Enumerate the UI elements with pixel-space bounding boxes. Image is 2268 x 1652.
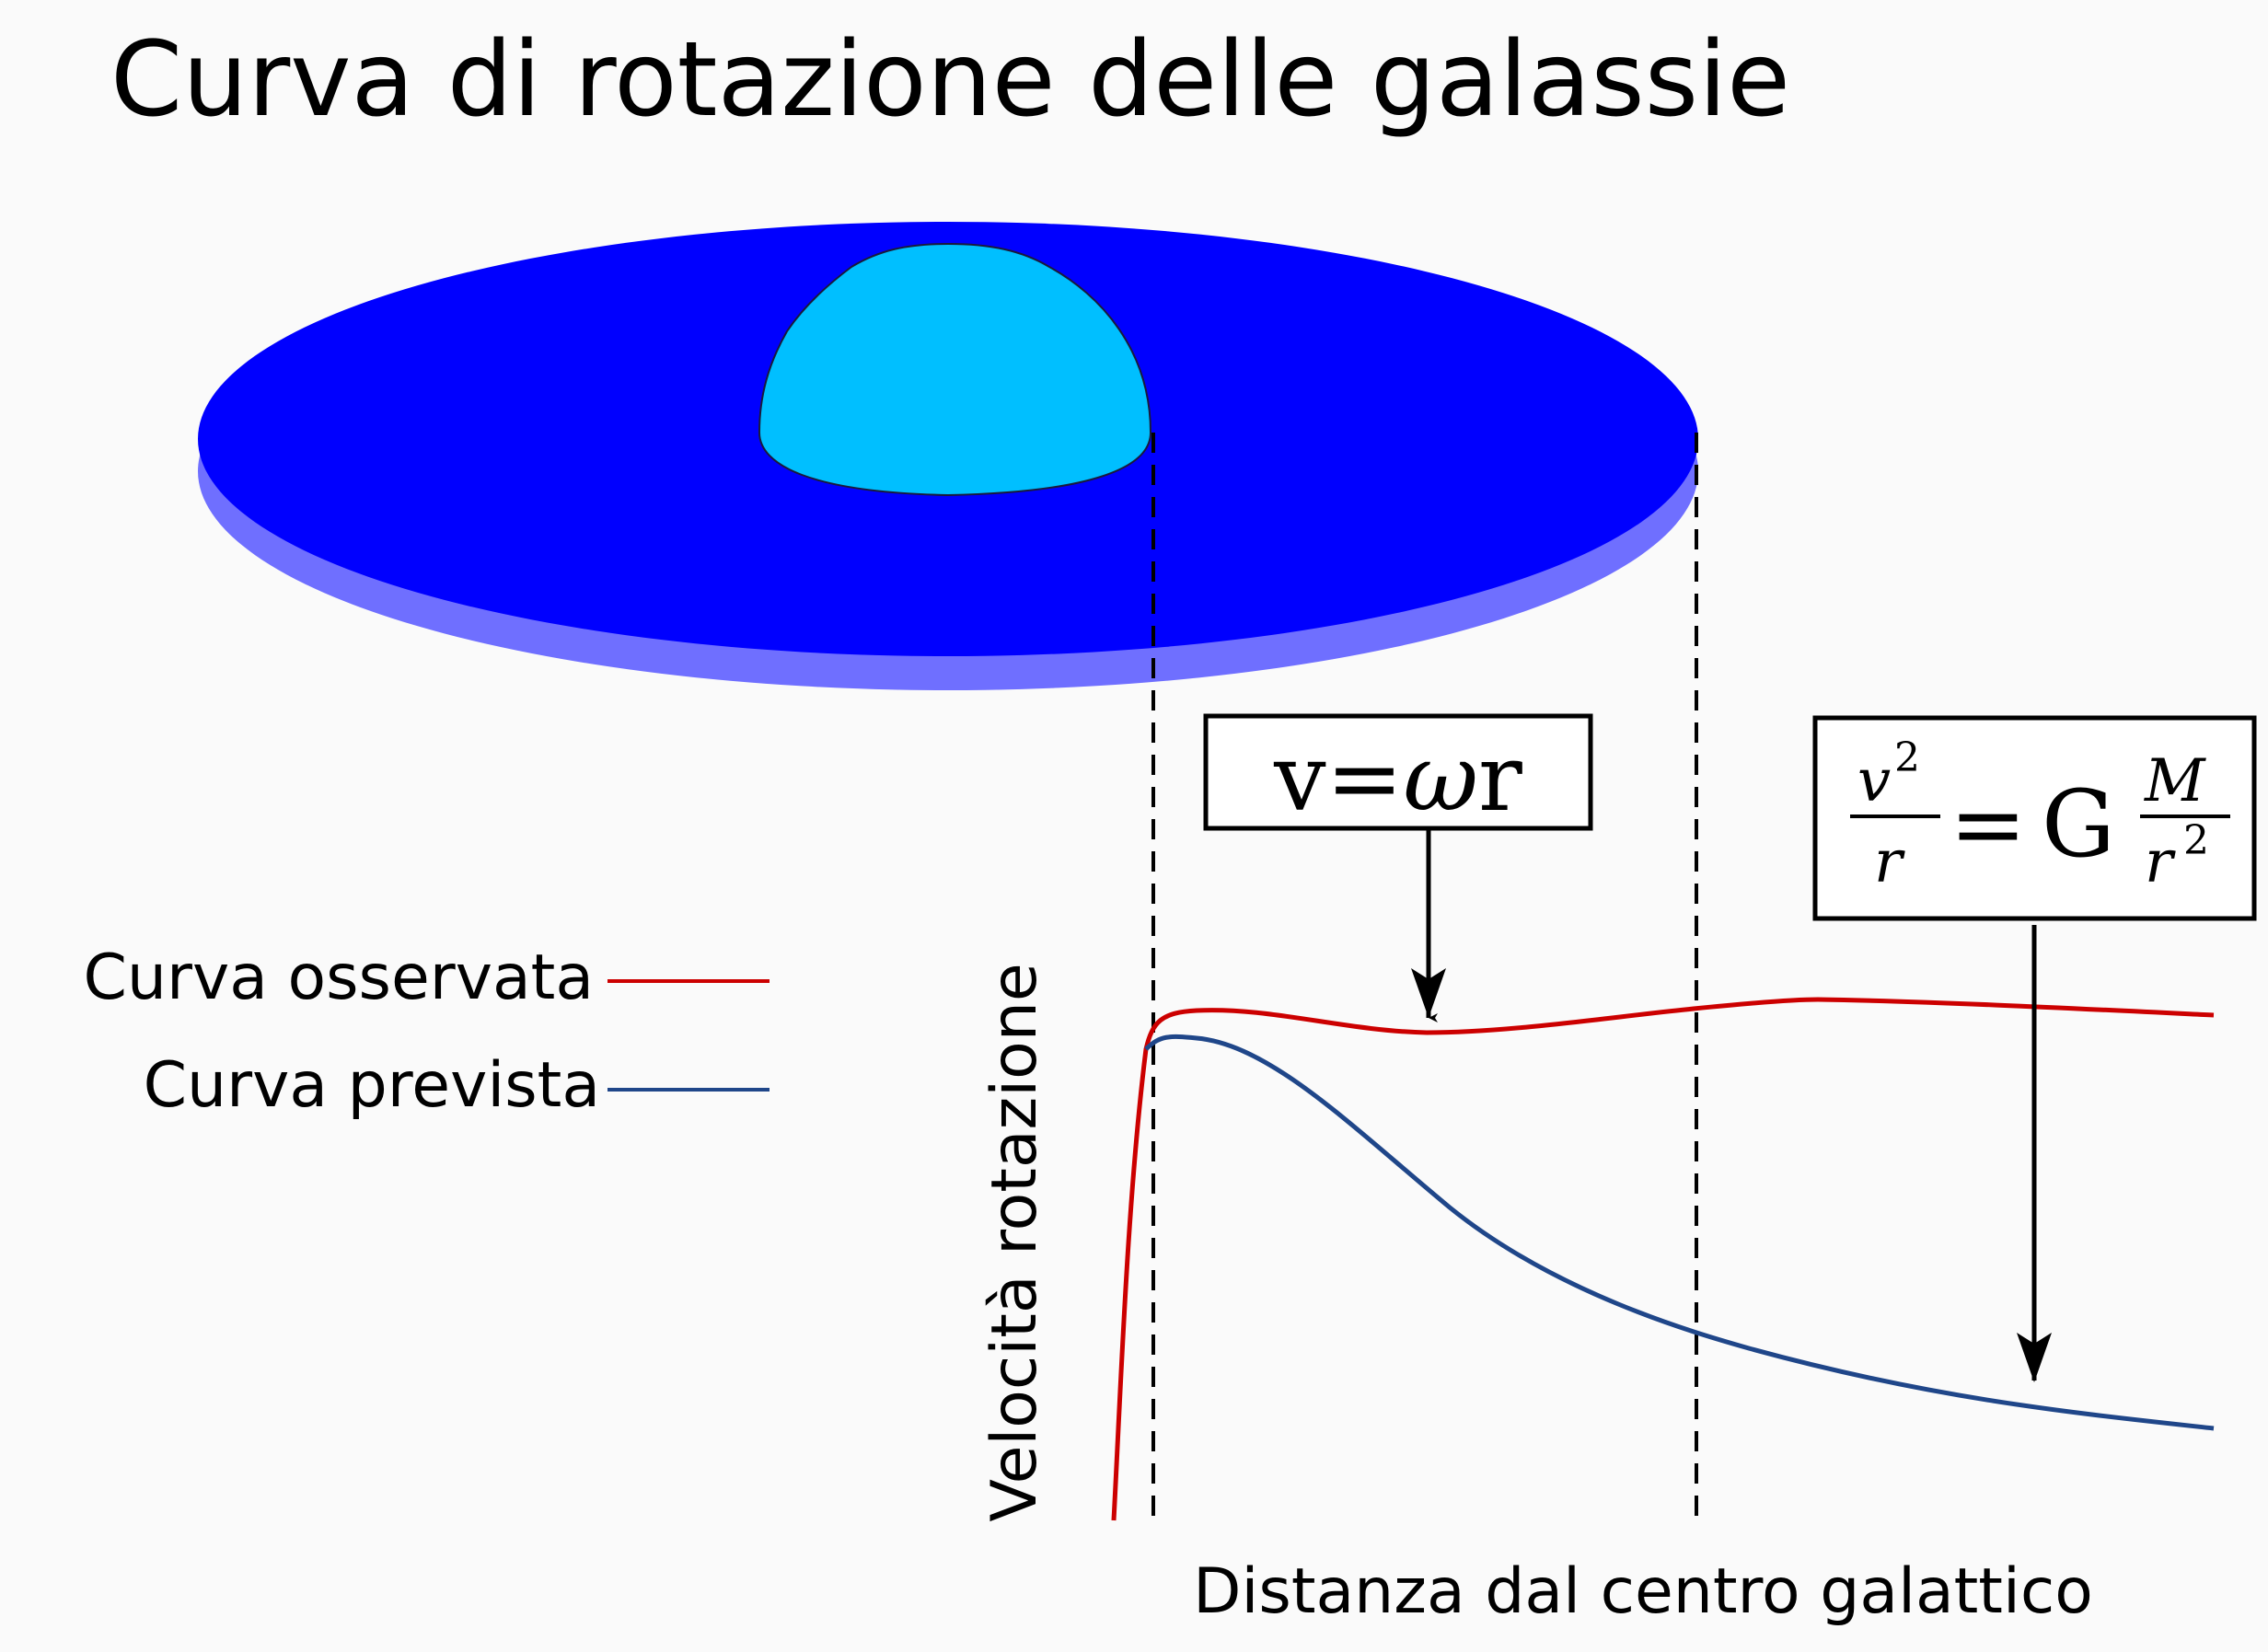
formula-right-r: r <box>1874 828 1905 896</box>
circular-velocity-formula: v=ωr <box>1203 713 1593 832</box>
formula-right-r-exponent: 2 <box>2183 817 2209 864</box>
formula-left-equals: = <box>1326 724 1404 832</box>
predicted-curve <box>1144 1034 2215 1431</box>
gravitational-balance-formula: v 2 r = G M r 2 <box>1812 715 2257 921</box>
formula-right-M: M <box>2144 747 2206 815</box>
formula-left-r: r <box>1478 724 1522 832</box>
formula-right-equals: = <box>1950 770 2027 878</box>
formula-right-r-denominator: r <box>2145 828 2176 896</box>
formula-left-omega: ω <box>1403 724 1478 832</box>
formula-box-left <box>1203 713 1593 831</box>
observed-curve <box>1111 997 2215 1521</box>
y-axis-label: Velocità rotazione <box>978 963 1051 1521</box>
formula-right-G: G <box>2042 770 2115 878</box>
legend-predicted-label: Curva prevista <box>144 1049 600 1122</box>
formula-left-text: v=ωr <box>1273 724 1522 832</box>
x-axis-label: Distanza dal centro galattico <box>1193 1555 2093 1628</box>
galaxy-bulge <box>758 242 1152 497</box>
diagram-title: Curva di rotazione delle galassie <box>110 20 1790 140</box>
galaxy-illustration <box>198 222 1698 690</box>
formula-right-v: v <box>1857 747 1891 815</box>
legend: Curva osservata Curva prevista <box>83 942 770 1122</box>
formula-left-v: v <box>1273 724 1326 832</box>
formula-right-v-exponent: 2 <box>1894 734 1920 781</box>
arrow-right-head <box>2017 1333 2052 1382</box>
arrow-left-head <box>1411 968 1446 1018</box>
legend-observed-label: Curva osservata <box>83 942 594 1014</box>
